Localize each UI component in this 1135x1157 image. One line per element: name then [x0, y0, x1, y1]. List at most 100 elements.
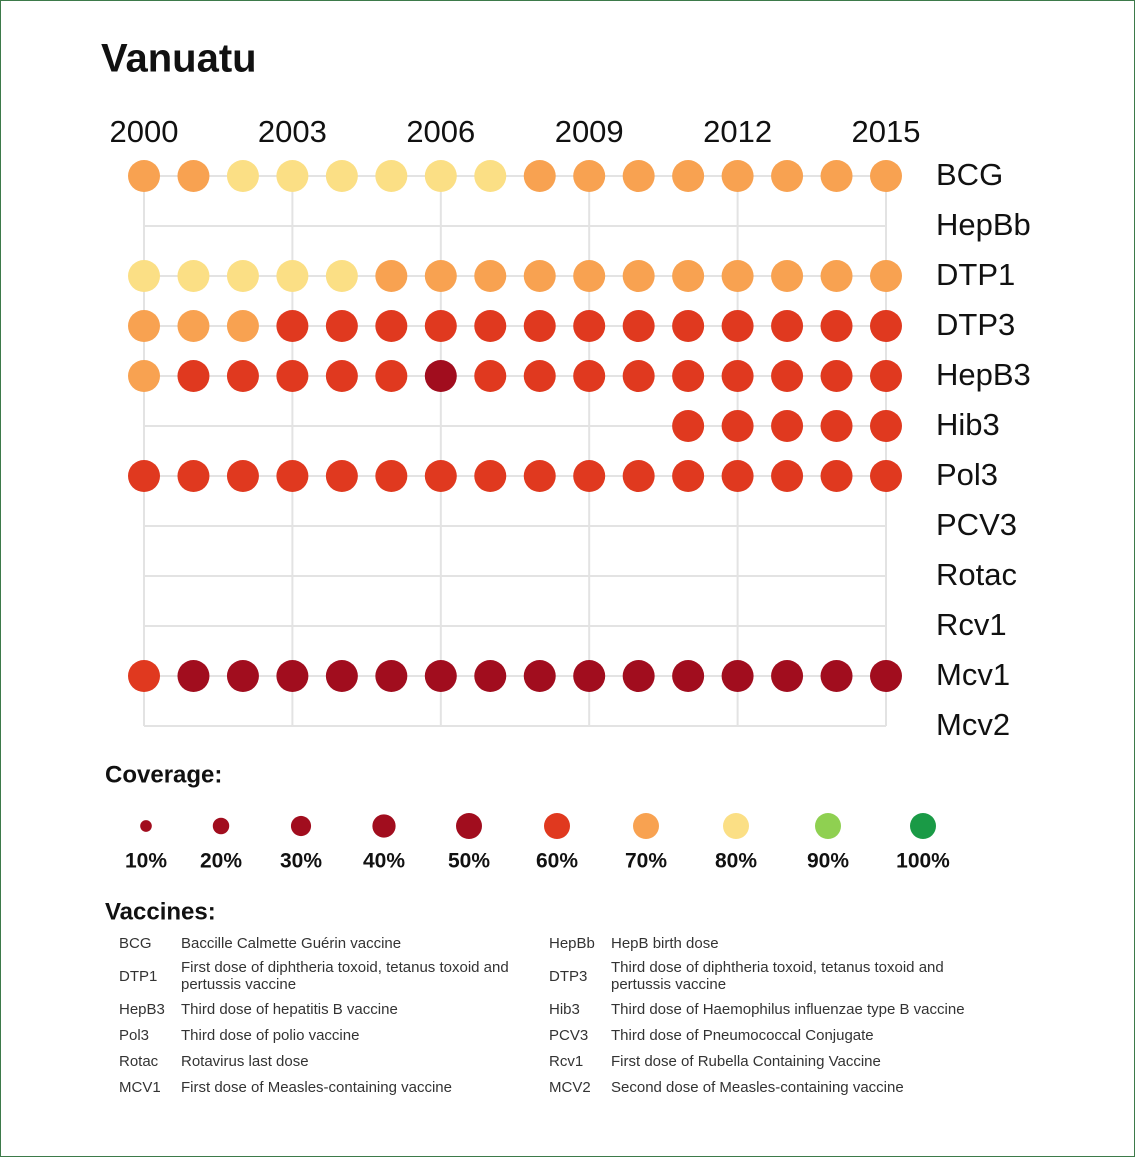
dot	[177, 360, 210, 392]
dot	[820, 410, 853, 442]
glossary-description: Third dose of Haemophilus influenzae typ…	[611, 1000, 965, 1018]
glossary-code: PCV3	[549, 1026, 589, 1044]
x-tick-label: 2000	[110, 114, 179, 149]
x-tick-label: 2009	[555, 114, 624, 149]
dot	[276, 310, 309, 342]
dot	[771, 460, 804, 492]
dot	[523, 160, 556, 192]
dot	[672, 410, 705, 442]
row-label: HepBb	[936, 207, 1031, 242]
dot	[474, 660, 507, 692]
dot	[672, 460, 705, 492]
glossary-title: Vaccines:	[105, 898, 216, 925]
row-label: Rotac	[936, 557, 1017, 592]
dot	[474, 360, 507, 392]
dot	[128, 160, 160, 192]
legend-label: 100%	[896, 850, 950, 873]
dot	[424, 460, 457, 492]
x-tick-label: 2003	[258, 114, 327, 149]
dot	[325, 660, 358, 692]
dot	[771, 260, 804, 292]
row-label: BCG	[936, 157, 1003, 192]
dot	[820, 460, 853, 492]
dot	[523, 310, 556, 342]
legend-dot	[212, 817, 230, 835]
dot	[523, 460, 556, 492]
dot	[177, 460, 210, 492]
dot	[474, 260, 507, 292]
dot	[375, 460, 408, 492]
legend-dot	[544, 813, 570, 839]
legend-dot	[633, 813, 659, 839]
glossary-code: DTP3	[549, 967, 588, 985]
dot	[226, 360, 259, 392]
dot	[721, 160, 754, 192]
dot	[573, 310, 606, 342]
dot	[325, 460, 358, 492]
dot	[721, 260, 754, 292]
legend-dot	[290, 815, 312, 837]
dot	[375, 660, 408, 692]
glossary-description: Baccille Calmette Guérin vaccine	[181, 934, 402, 952]
dot	[870, 310, 902, 342]
dot	[128, 360, 160, 392]
dot	[771, 310, 804, 342]
glossary-code: Hib3	[549, 1000, 580, 1018]
dot	[325, 160, 358, 192]
dot	[721, 660, 754, 692]
dot	[424, 660, 457, 692]
dot	[820, 660, 853, 692]
dot	[128, 660, 160, 692]
dot	[424, 310, 457, 342]
dot	[573, 660, 606, 692]
dot	[820, 310, 853, 342]
glossary-description: HepB birth dose	[611, 934, 719, 952]
dot	[128, 260, 160, 292]
glossary-code: Rotac	[119, 1052, 159, 1070]
glossary-code: HepBb	[549, 934, 595, 952]
row-label: PCV3	[936, 507, 1017, 542]
dot	[128, 310, 160, 342]
chart-title: Vanuatu	[101, 37, 257, 81]
dot	[672, 360, 705, 392]
row-label: DTP3	[936, 307, 1015, 342]
legend-label: 90%	[807, 850, 849, 873]
glossary-code: BCG	[119, 934, 152, 952]
legend-dot	[140, 820, 152, 832]
glossary-code: Pol3	[119, 1026, 150, 1044]
glossary-description: First dose of Measles-containing vaccine	[181, 1078, 452, 1096]
dot	[622, 460, 655, 492]
legend-dot	[456, 813, 482, 839]
dot	[424, 160, 457, 192]
dot	[771, 410, 804, 442]
row-label: Mcv1	[936, 657, 1010, 692]
dot	[573, 360, 606, 392]
glossary-description: First dose of Rubella Containing Vaccine	[611, 1052, 881, 1070]
legend-label: 70%	[625, 850, 667, 873]
dot	[870, 410, 902, 442]
legend-label: 10%	[125, 850, 167, 873]
row-label: HepB3	[936, 357, 1031, 392]
glossary-code: MCV1	[119, 1078, 161, 1096]
dot	[325, 260, 358, 292]
dot	[226, 260, 259, 292]
legend-title: Coverage:	[105, 761, 222, 788]
dot	[820, 360, 853, 392]
dot	[622, 160, 655, 192]
dot	[325, 310, 358, 342]
legend-label: 30%	[280, 850, 322, 873]
dot	[672, 260, 705, 292]
glossary-description: Third dose of hepatitis B vaccine	[181, 1000, 398, 1018]
glossary-code: HepB3	[119, 1000, 165, 1018]
legend-dot	[723, 813, 749, 839]
dot	[226, 660, 259, 692]
x-tick-label: 2012	[703, 114, 772, 149]
dot	[226, 160, 259, 192]
dot	[870, 460, 902, 492]
legend-dot	[815, 813, 841, 839]
dot	[672, 310, 705, 342]
x-tick-label: 2006	[406, 114, 475, 149]
dot	[672, 160, 705, 192]
dot	[523, 360, 556, 392]
